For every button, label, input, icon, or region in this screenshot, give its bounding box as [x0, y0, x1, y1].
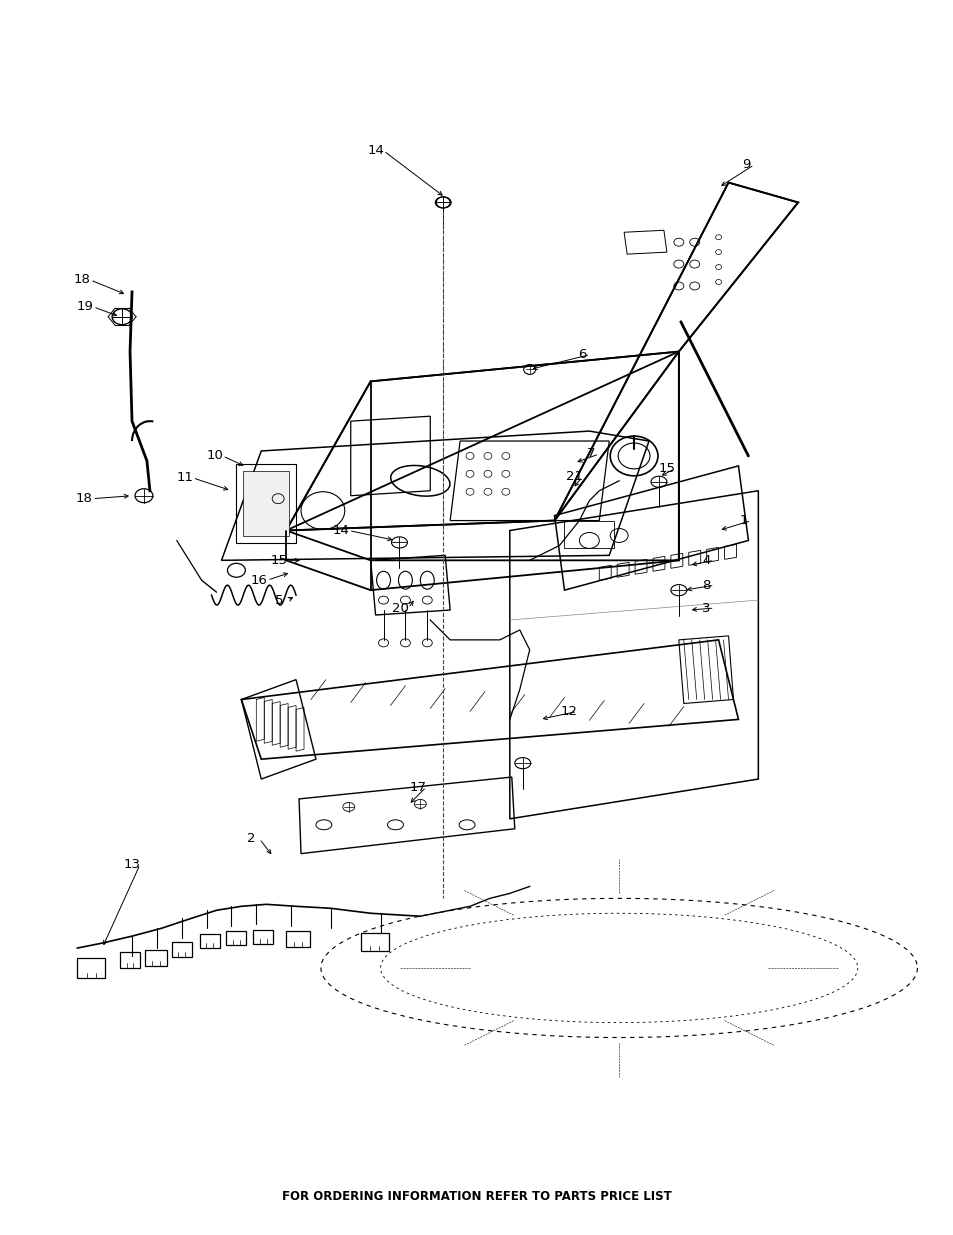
- Text: 7: 7: [586, 447, 595, 461]
- Text: 11: 11: [176, 472, 193, 484]
- Bar: [120, 952, 140, 968]
- Text: 3: 3: [701, 601, 710, 615]
- Text: FOR ORDERING INFORMATION REFER TO PARTS PRICE LIST: FOR ORDERING INFORMATION REFER TO PARTS …: [282, 1191, 671, 1203]
- Bar: [360, 934, 388, 951]
- Bar: [199, 934, 219, 948]
- Text: 18: 18: [76, 493, 92, 505]
- Text: 9: 9: [741, 158, 750, 172]
- Bar: [145, 950, 167, 966]
- Bar: [253, 930, 273, 944]
- Text: 4: 4: [701, 553, 710, 567]
- Text: 5: 5: [274, 594, 283, 606]
- Text: 21: 21: [565, 471, 582, 483]
- Text: 8: 8: [701, 579, 710, 592]
- Text: 2: 2: [247, 832, 255, 845]
- Bar: [236, 464, 295, 543]
- Text: 15: 15: [658, 462, 675, 475]
- Text: 20: 20: [392, 601, 409, 615]
- Bar: [564, 521, 614, 548]
- Bar: [226, 931, 246, 945]
- Text: 19: 19: [77, 300, 93, 314]
- Bar: [243, 471, 289, 536]
- Bar: [77, 958, 105, 978]
- Text: 14: 14: [332, 524, 349, 537]
- Text: 17: 17: [410, 781, 426, 794]
- Bar: [286, 931, 310, 947]
- Text: 12: 12: [560, 705, 578, 718]
- Text: 13: 13: [123, 858, 140, 871]
- Text: 15: 15: [271, 553, 288, 567]
- Text: 14: 14: [367, 144, 384, 157]
- Text: 16: 16: [251, 574, 268, 587]
- Text: 10: 10: [206, 450, 223, 462]
- Text: 6: 6: [578, 348, 586, 361]
- Text: 1: 1: [739, 514, 747, 527]
- Text: 18: 18: [73, 273, 91, 287]
- Bar: [172, 942, 192, 957]
